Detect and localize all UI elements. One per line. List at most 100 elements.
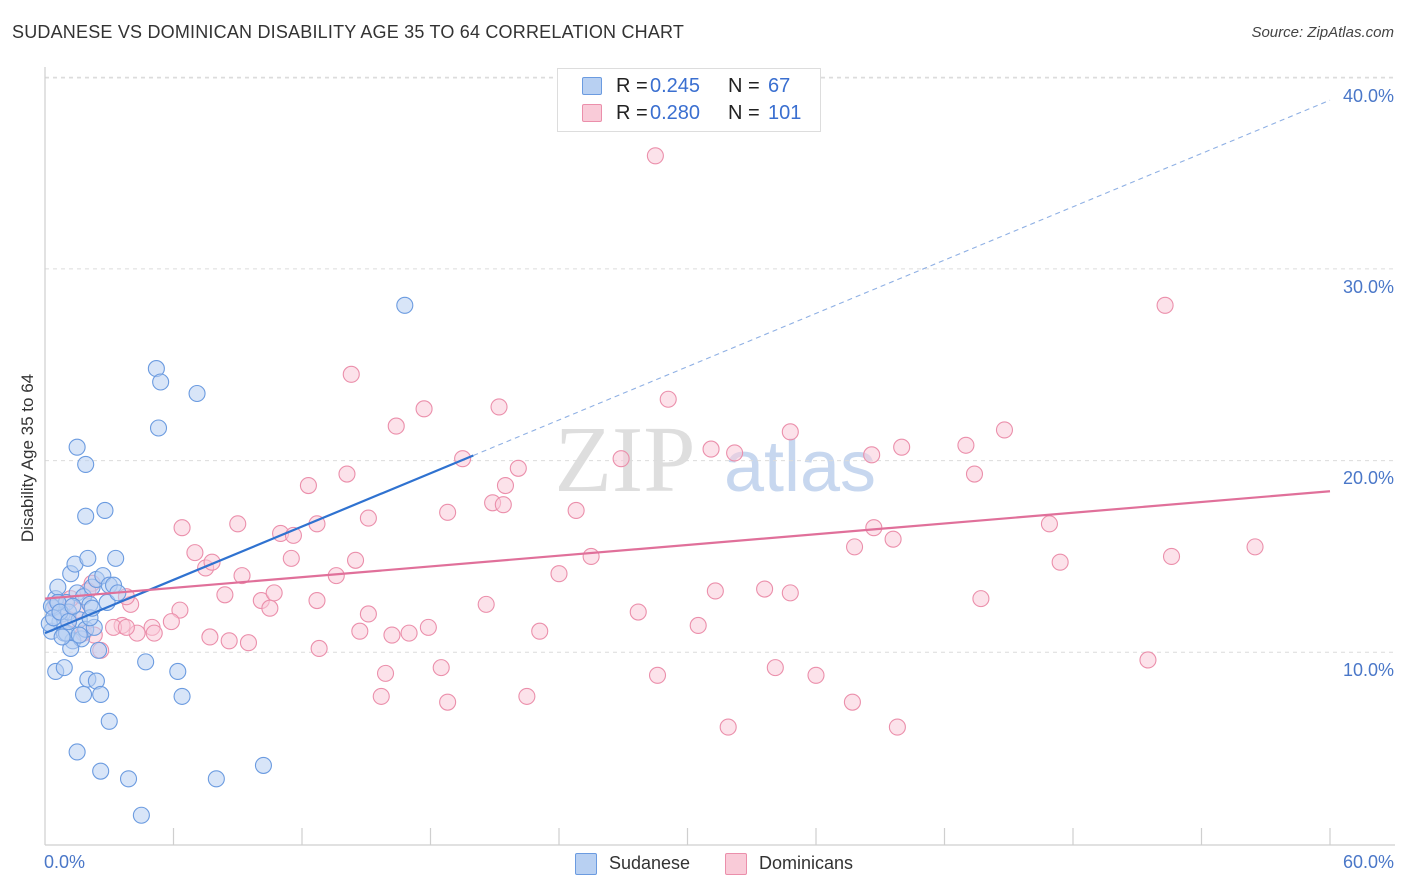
dominican-point bbox=[145, 624, 163, 642]
dominican-point bbox=[648, 666, 667, 684]
sudanese-point bbox=[77, 507, 95, 525]
sudanese-point bbox=[396, 296, 414, 314]
dominican-point bbox=[766, 659, 784, 677]
dominican-point bbox=[612, 450, 630, 468]
sudanese-point bbox=[68, 438, 86, 456]
sudanese-point bbox=[77, 455, 95, 473]
sudanese-point bbox=[207, 770, 225, 788]
sudanese-point bbox=[89, 641, 108, 659]
dominican-point bbox=[490, 398, 508, 416]
sudanese-point bbox=[169, 662, 187, 681]
legend-label-dominicans: Dominicans bbox=[759, 853, 854, 873]
dominican-point bbox=[338, 465, 356, 483]
sudanese-point bbox=[100, 712, 118, 730]
y-tick-label-40: 40.0% bbox=[1342, 86, 1394, 106]
legend-label-sudanese: Sudanese bbox=[609, 853, 691, 873]
dominican-point bbox=[865, 519, 883, 537]
dominican-point bbox=[477, 595, 495, 613]
dominican-point bbox=[239, 634, 258, 652]
n-value-dominicans: 101 bbox=[768, 102, 802, 124]
y-tick-label-20: 20.0% bbox=[1342, 468, 1394, 488]
legend-swatch-dominicans bbox=[725, 853, 747, 875]
dominican-point bbox=[1040, 515, 1058, 533]
sudanese-point bbox=[254, 756, 273, 774]
y-tick-label-30: 30.0% bbox=[1342, 277, 1394, 297]
dominican-point bbox=[439, 503, 457, 521]
r-value-dominicans: 0.280 bbox=[650, 102, 701, 124]
dominican-point bbox=[220, 632, 238, 650]
dominican-point bbox=[415, 400, 433, 418]
dominican-point bbox=[400, 624, 418, 642]
dominican-point bbox=[1139, 651, 1157, 669]
dominican-point bbox=[496, 476, 515, 495]
sudanese-point bbox=[119, 770, 138, 788]
dominican-point bbox=[201, 628, 219, 646]
dominican-point bbox=[888, 718, 906, 736]
sudanese-point bbox=[79, 549, 97, 567]
sudanese-point bbox=[137, 653, 155, 671]
dominican-point bbox=[582, 547, 600, 566]
dominican-point bbox=[884, 530, 902, 548]
stats-swatch-dominicans bbox=[582, 104, 602, 122]
sudanese-point bbox=[132, 806, 150, 824]
dominican-point bbox=[351, 622, 369, 640]
sudanese-trend-line bbox=[44, 454, 474, 635]
dominican-point bbox=[972, 590, 990, 608]
r-value-sudanese: 0.245 bbox=[650, 75, 701, 97]
dominican-point bbox=[706, 582, 724, 600]
sudanese-point bbox=[64, 597, 82, 615]
sudanese-point bbox=[96, 501, 114, 519]
dominican-point bbox=[229, 515, 247, 533]
chart-title: SUDANESE VS DOMINICAN DISABILITY AGE 35 … bbox=[12, 22, 685, 42]
sudanese-point bbox=[75, 685, 93, 704]
dominican-point bbox=[957, 436, 975, 454]
dominican-point bbox=[845, 538, 864, 556]
dominican-point bbox=[233, 567, 251, 585]
dominican-point bbox=[216, 586, 234, 604]
sudanese-point bbox=[188, 384, 206, 403]
sudanese-point bbox=[70, 626, 88, 644]
dominican-point bbox=[702, 440, 720, 458]
dominican-point bbox=[509, 459, 527, 477]
dominican-point bbox=[756, 580, 774, 598]
stats-box: R = 0.245 N = 67 R = 0.280 N = 101 bbox=[557, 68, 821, 132]
dominican-point bbox=[173, 519, 191, 537]
dominican-point bbox=[308, 591, 326, 610]
sudanese-point bbox=[53, 628, 71, 646]
dominican-point bbox=[494, 496, 512, 514]
dominican-point bbox=[646, 147, 664, 165]
dominican-point bbox=[376, 664, 395, 682]
dominican-point bbox=[719, 718, 737, 736]
dominican-point bbox=[299, 476, 317, 495]
dominican-point bbox=[726, 444, 744, 462]
dominican-point bbox=[1246, 538, 1264, 556]
dominican-point bbox=[372, 687, 390, 705]
dominican-point bbox=[807, 666, 825, 684]
dominican-point bbox=[261, 599, 279, 617]
watermark-atlas: atlas bbox=[724, 427, 876, 507]
source-credit: Source: ZipAtlas.com bbox=[1251, 24, 1394, 41]
dominican-point bbox=[531, 622, 549, 640]
sudanese-point bbox=[107, 549, 125, 567]
dominican-point bbox=[282, 549, 300, 567]
dominican-point bbox=[781, 423, 799, 441]
dominican-point bbox=[893, 438, 911, 456]
dominican-point bbox=[1156, 296, 1174, 314]
n-label: N = bbox=[728, 102, 760, 124]
dominican-point bbox=[342, 365, 360, 383]
dominican-point bbox=[346, 551, 365, 569]
dominican-point bbox=[843, 693, 861, 711]
dominican-point bbox=[359, 605, 377, 623]
sudanese-point bbox=[49, 578, 67, 596]
dominican-point bbox=[863, 446, 881, 464]
dominican-point bbox=[186, 544, 204, 562]
sudanese-point bbox=[173, 687, 191, 705]
sudanese-point bbox=[92, 685, 110, 704]
sudanese-trend-extension bbox=[473, 99, 1331, 456]
dominican-trend-line bbox=[44, 490, 1331, 600]
sudanese-point bbox=[152, 373, 170, 391]
sudanese-point bbox=[68, 743, 86, 761]
dominican-point bbox=[1162, 547, 1181, 566]
sudanese-point bbox=[55, 659, 73, 677]
dominican-point bbox=[518, 687, 536, 705]
